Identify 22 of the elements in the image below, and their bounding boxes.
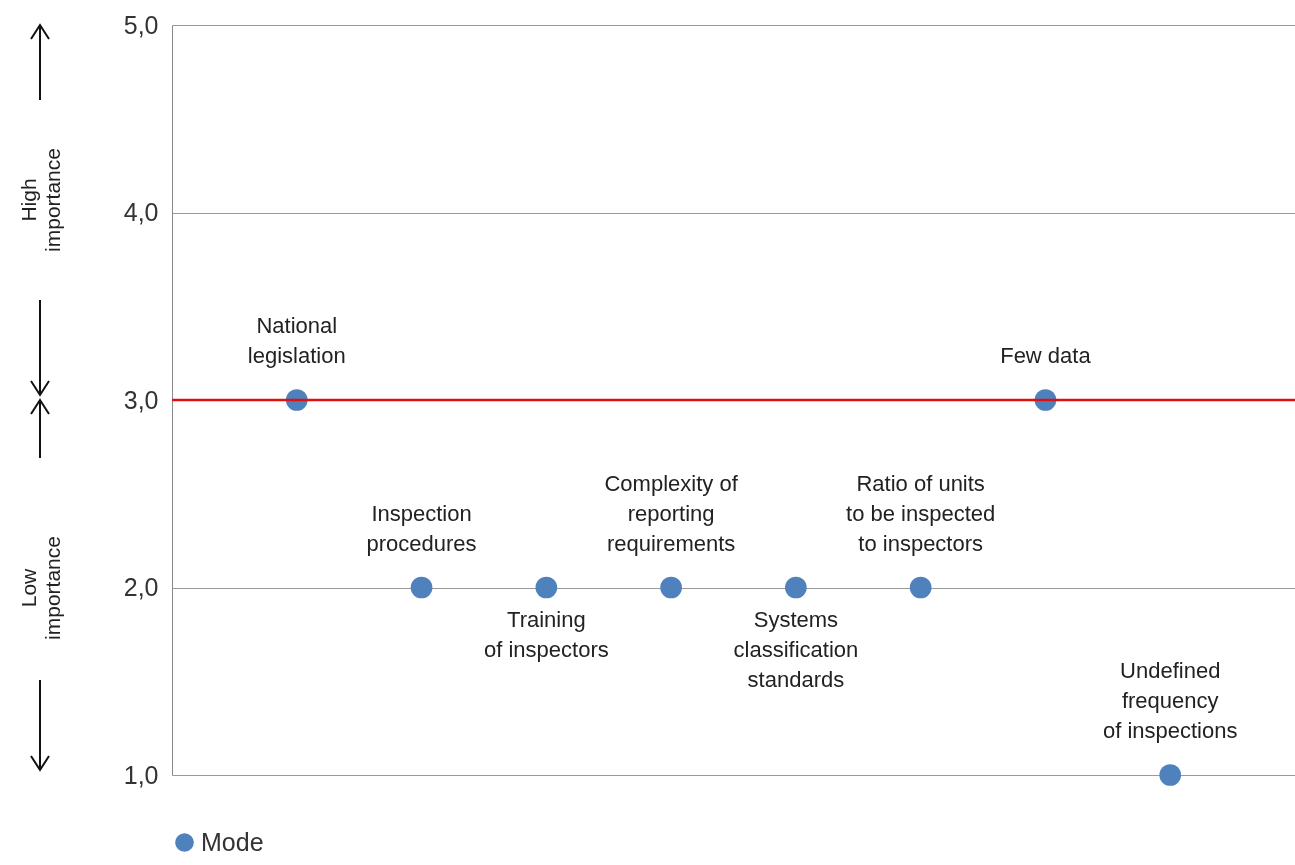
annotation: National legislation bbox=[247, 313, 346, 368]
y-tick-label: 4,0 bbox=[123, 198, 159, 226]
annotation: Ratio of units to be inspected to inspectors bbox=[846, 470, 996, 556]
annotation: Few data bbox=[1000, 343, 1092, 368]
text: High importance bbox=[17, 148, 64, 252]
point bbox=[535, 576, 558, 599]
y-tick-label: 2,0 bbox=[123, 573, 159, 601]
y-tick-label: 3,0 bbox=[123, 385, 159, 414]
y-tick-label: 1,0 bbox=[123, 760, 159, 789]
point bbox=[660, 576, 682, 599]
point bbox=[1159, 764, 1182, 786]
annotation: Training of inspectors bbox=[483, 606, 609, 662]
legend-label: Mode bbox=[201, 827, 264, 856]
annotation: Undefined frequency of inspections bbox=[1102, 658, 1238, 743]
y-tick-label: 5,0 bbox=[123, 10, 159, 39]
point bbox=[785, 576, 807, 599]
point bbox=[909, 576, 932, 599]
annotation: Complexity of reporting requirements bbox=[604, 470, 739, 556]
annotation: Systems classification standards bbox=[733, 606, 859, 692]
text: Low importance bbox=[17, 536, 64, 640]
annotation: Inspection procedures bbox=[366, 500, 477, 556]
point bbox=[410, 576, 433, 599]
